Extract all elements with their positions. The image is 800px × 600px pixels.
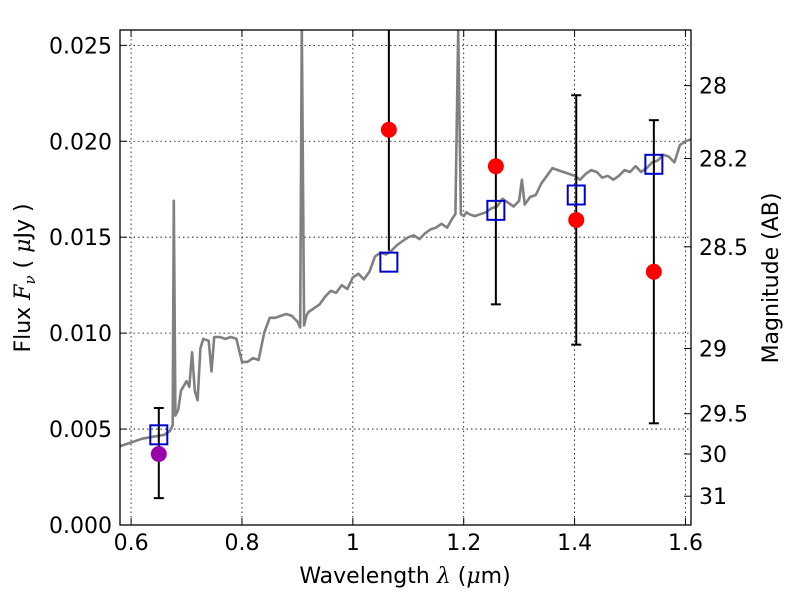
- x-tick-label: 0.8: [224, 531, 259, 556]
- x-tick-label: 1.4: [557, 531, 592, 556]
- y-tick-label: 0.005: [49, 418, 112, 443]
- y-tick-label: 0.015: [49, 226, 112, 251]
- data-point-square: [149, 424, 169, 446]
- plot-content: [120, 30, 691, 500]
- data-point-circle: [568, 211, 585, 228]
- y-tick-label: 0.010: [49, 322, 112, 347]
- x-tick-label: 1.2: [446, 531, 481, 556]
- data-point-circle: [380, 121, 397, 138]
- y-tick-label: 0.020: [49, 130, 112, 155]
- right-tick-label: 31: [699, 485, 727, 510]
- y-tick-label: 0.025: [49, 34, 112, 59]
- data-point-square: [486, 199, 506, 221]
- grid: [120, 30, 691, 526]
- right-axis-label: Magnitude (AB): [759, 193, 784, 364]
- right-tick-label: 28.5: [699, 236, 748, 261]
- data-point-square: [566, 184, 586, 206]
- plot-area: [120, 30, 691, 500]
- x-tick-label: 1: [346, 531, 360, 556]
- right-tick-label: 28: [699, 75, 727, 100]
- right-tick-label: 28.2: [699, 148, 748, 173]
- data-point-circle: [150, 446, 167, 463]
- data-point-circle: [645, 263, 662, 280]
- data-point-circle: [487, 158, 504, 175]
- plot-frame: [119, 29, 692, 526]
- ticks: 0.6 0.8 1 1.2 1.4 1.6 0.000 0.005 0.010 0.015 0.02…: [49, 30, 748, 556]
- x-tick-label: 1.6: [668, 531, 703, 556]
- spectrum-line: [120, 30, 691, 448]
- right-tick-label: 29.5: [699, 403, 748, 428]
- data-point-square: [379, 251, 399, 273]
- data-point-square: [644, 153, 664, 175]
- right-tick-label: 29: [699, 337, 727, 362]
- y-tick-label: 0.000: [49, 514, 112, 539]
- x-axis-label: Wavelength λ (μm): [299, 564, 510, 589]
- y-axis-label: Flux Fν ( μJy ): [11, 203, 39, 352]
- right-tick-label: 30: [699, 443, 727, 468]
- x-tick-label: 0.6: [114, 531, 149, 556]
